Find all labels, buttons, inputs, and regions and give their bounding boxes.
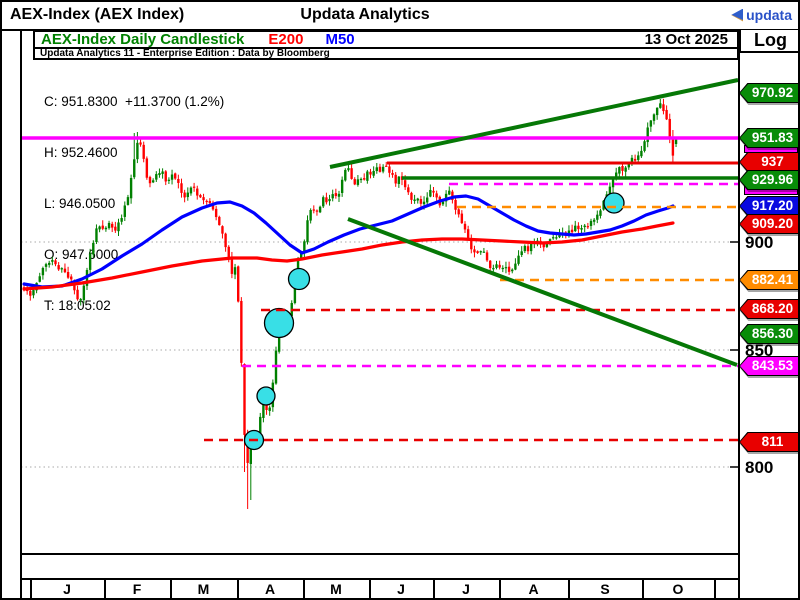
logo-text: updata <box>746 7 792 23</box>
month-divider <box>369 578 371 598</box>
plot-left-border <box>20 30 22 598</box>
chart-date: 13 Oct 2025 <box>644 31 728 48</box>
plot-right-border <box>738 30 740 598</box>
month-divider <box>170 578 172 598</box>
price-badge-970.92: 970.92 <box>739 83 798 103</box>
month-label: J <box>462 581 470 597</box>
month-divider <box>499 578 501 598</box>
month-divider <box>303 578 305 598</box>
price-badge-909.20: 909.20 <box>739 214 798 234</box>
price-badge-868.20: 868.20 <box>739 299 798 319</box>
quote-close-line: C: 951.8300 +11.3700 (1.2%) <box>44 94 225 109</box>
app-title: Updata Analytics <box>300 6 430 23</box>
price-badge-951.83: 951.83 <box>739 128 798 148</box>
month-label: A <box>264 581 276 597</box>
plot-bottom-border <box>21 553 739 555</box>
quote-low-line: L: 946.0500 <box>44 196 116 211</box>
instrument-title: AEX-Index (AEX Index) <box>10 6 185 23</box>
y-axis-label-900: 900 <box>745 233 774 252</box>
quote-time-line: T: 18:05:02 <box>44 298 111 313</box>
month-divider <box>104 578 106 598</box>
quote-panel: C: 951.8300 +11.3700 (1.2%) H: 952.4600 … <box>44 59 224 348</box>
updata-logo: updata <box>731 7 792 23</box>
price-badge-811: 811 <box>739 432 798 452</box>
price-badge-882.41: 882.41 <box>739 270 798 290</box>
indicator-m50-label[interactable]: M50 <box>325 31 355 48</box>
y-axis-label-850: 850 <box>745 341 774 360</box>
y-axis-label-800: 800 <box>745 458 774 477</box>
month-band-top-border <box>21 578 739 580</box>
data-source-bar: Updata Analytics 11 - Enterprise Edition… <box>33 48 739 60</box>
logo-triangle-icon <box>731 8 744 22</box>
indicator-e200-label[interactable]: E200 <box>268 31 304 48</box>
data-source-caption: Updata Analytics 11 - Enterprise Edition… <box>40 48 330 59</box>
month-label: M <box>330 581 342 597</box>
month-divider <box>568 578 570 598</box>
price-badge-929.96: 929.96 <box>739 170 798 190</box>
month-label: A <box>528 581 539 597</box>
month-divider <box>714 578 716 598</box>
month-label: F <box>132 581 142 597</box>
log-scale-button[interactable]: Log <box>739 30 798 53</box>
month-label: S <box>600 581 610 597</box>
chart-title-bar: AEX-Index Daily Candlestick E200 M50 13 … <box>33 30 739 49</box>
month-divider <box>237 578 239 598</box>
month-divider <box>642 578 644 598</box>
month-label: J <box>63 581 71 597</box>
price-badge-937: 937 <box>739 152 798 172</box>
month-label: M <box>197 581 210 597</box>
month-divider <box>433 578 435 598</box>
price-badge-917.20: 917.20 <box>739 196 798 216</box>
quote-high-line: H: 952.4600 <box>44 145 118 160</box>
month-label: O <box>672 581 684 597</box>
price-badge-843.53: 843.53 <box>739 356 798 376</box>
price-badge-856.30: 856.30 <box>739 324 798 344</box>
quote-open-line: O: 947.6000 <box>44 247 119 262</box>
month-divider <box>30 578 32 598</box>
chart-title: AEX-Index Daily Candlestick <box>41 31 245 48</box>
month-label: J <box>397 581 405 597</box>
